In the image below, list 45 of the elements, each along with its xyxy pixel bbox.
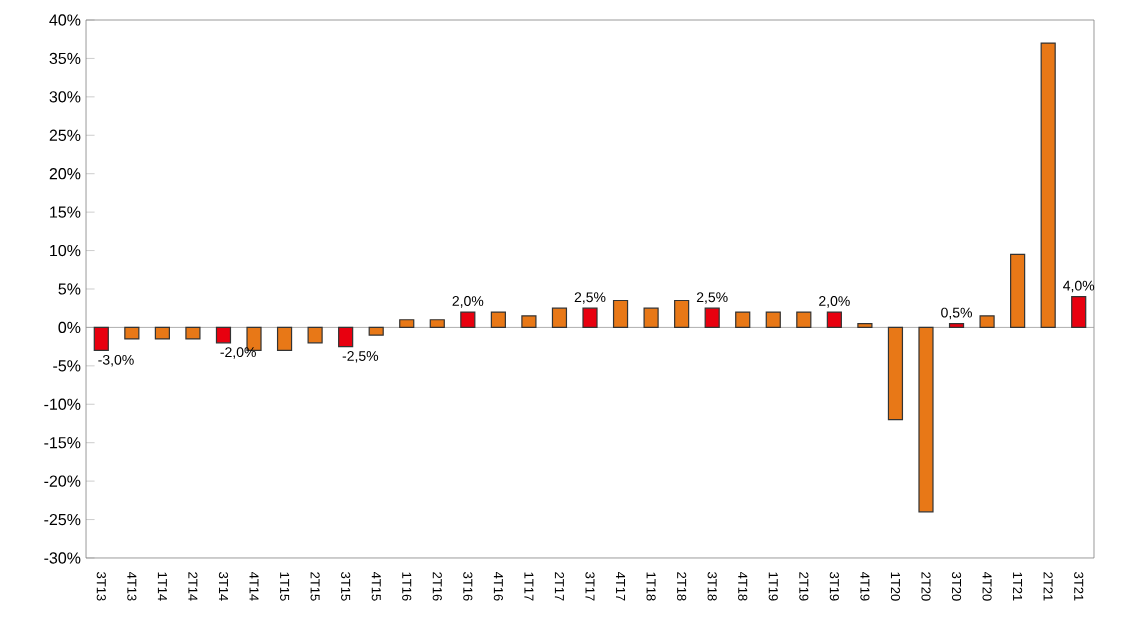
bar [429, 319, 445, 329]
bar [93, 326, 109, 352]
y-tick-label: 5% [58, 283, 81, 295]
y-tick-label: 30% [49, 91, 81, 103]
y-tick-label: 20% [49, 168, 81, 180]
y-tick-label: 40% [49, 14, 81, 26]
bar [276, 326, 293, 352]
y-tick-label: -25% [44, 513, 81, 526]
y-tick-label: 15% [50, 206, 81, 218]
bar [490, 311, 506, 329]
bar [215, 326, 232, 344]
bar [765, 311, 781, 329]
bar [1071, 296, 1087, 329]
bar [1010, 253, 1026, 329]
bar [735, 311, 751, 329]
bar [582, 307, 598, 329]
y-tick-label: -10% [44, 398, 81, 410]
bar [338, 326, 354, 348]
bar [704, 307, 720, 329]
y-tick-label: -20% [44, 475, 81, 487]
y-tick-label: -15% [44, 437, 81, 449]
bar [918, 326, 934, 513]
bar [307, 326, 323, 344]
bar [674, 299, 690, 329]
y-tick-label: 35% [49, 52, 81, 65]
bar [521, 315, 537, 329]
bar [399, 319, 415, 329]
bar [643, 307, 659, 329]
bar [460, 311, 476, 329]
bar [826, 311, 842, 329]
bar [979, 315, 995, 329]
y-tick-label: 25% [49, 129, 81, 141]
bar [796, 311, 812, 329]
bar [154, 326, 170, 340]
y-tick-label: 10% [50, 244, 81, 257]
bar [185, 326, 201, 340]
y-tick-label: 0% [58, 321, 81, 334]
bar [1040, 42, 1056, 329]
y-tick-label: -5% [53, 360, 81, 372]
y-tick-label: -30% [44, 552, 81, 564]
bar [612, 299, 629, 329]
bar [887, 326, 904, 421]
bar [368, 326, 384, 336]
bar [124, 326, 140, 340]
bar [551, 307, 568, 329]
